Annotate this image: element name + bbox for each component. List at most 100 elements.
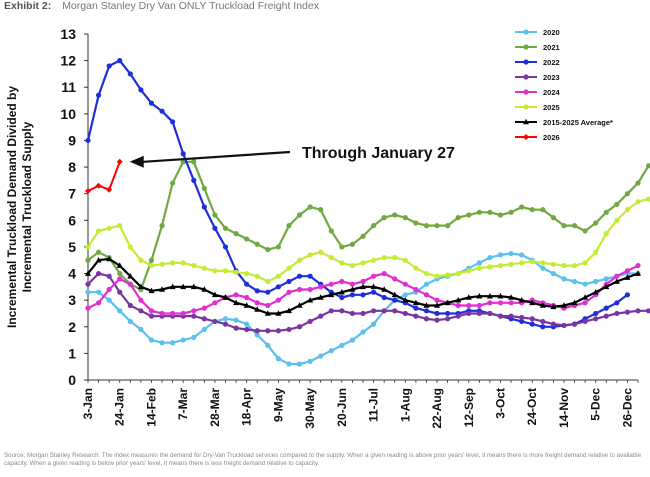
series-point: [148, 262, 155, 269]
series-point: [423, 316, 430, 322]
series-point: [275, 310, 282, 316]
series-point: [296, 212, 303, 218]
series-point: [233, 317, 239, 323]
series-point: [508, 209, 514, 215]
x-tick-label: 24-Jan: [113, 388, 127, 426]
series-point: [95, 92, 102, 98]
exhibit-label: Exhibit 2:: [4, 0, 52, 12]
source-footnote: Source: Morgan Stanley Research. The ind…: [4, 452, 642, 467]
series-point: [466, 302, 472, 309]
series-point: [137, 283, 144, 290]
y-tick-label: 12: [60, 53, 76, 69]
series-point: [106, 286, 112, 293]
series-point: [116, 158, 123, 165]
series-point: [254, 328, 260, 334]
series-point: [423, 223, 430, 229]
series-point: [286, 361, 292, 367]
series-point: [360, 233, 366, 239]
series-point: [286, 265, 292, 271]
series-point: [317, 294, 324, 300]
series-point: [561, 276, 567, 282]
series-point: [497, 300, 504, 306]
legend-item: 2023: [515, 73, 560, 82]
series-point: [519, 260, 525, 266]
series-point: [518, 296, 525, 303]
series-point: [423, 308, 430, 314]
series-point: [624, 292, 631, 298]
series-point: [169, 283, 176, 290]
series-point: [603, 209, 609, 215]
series-point: [212, 268, 218, 274]
series-point: [127, 281, 133, 287]
series-point: [571, 299, 578, 306]
series-point: [434, 317, 440, 323]
series-point: [434, 273, 440, 279]
series-point: [497, 292, 504, 299]
series-point: [212, 300, 218, 306]
series-point: [445, 310, 451, 317]
legend-label: 2022: [543, 58, 560, 67]
series-point: [127, 71, 133, 77]
series-point: [614, 300, 620, 306]
series-point: [582, 260, 588, 266]
series-point: [614, 310, 620, 317]
y-axis-title-line1: Incremental Truckload Demand Divided by: [5, 86, 19, 328]
series-point: [275, 273, 281, 279]
series-point: [571, 278, 578, 285]
series-point: [296, 324, 303, 330]
series-point: [445, 223, 451, 229]
series-point: [318, 313, 324, 319]
series-point: [244, 270, 250, 277]
series-point: [85, 289, 91, 295]
x-tick-label: 9-May: [271, 388, 285, 422]
series-point: [360, 283, 366, 290]
x-tick-label: 3-Jan: [81, 388, 95, 419]
series-point: [201, 305, 207, 311]
series-point: [381, 286, 388, 292]
series-point: [613, 278, 620, 284]
series-point: [487, 254, 493, 261]
legend-swatch-marker: [523, 134, 529, 140]
series-point: [455, 302, 461, 309]
series-point: [244, 294, 250, 301]
series-point: [635, 180, 641, 186]
y-tick-label: 11: [61, 79, 76, 95]
series-point: [191, 313, 197, 319]
series-point: [381, 308, 387, 314]
series-point: [624, 309, 631, 315]
series-point: [328, 254, 334, 261]
series-point: [170, 119, 176, 125]
series-point: [392, 254, 398, 261]
x-tick-label: 12-Sep: [462, 388, 476, 427]
series-point: [138, 308, 144, 314]
series-point: [339, 260, 345, 266]
legend-swatch-marker: [523, 118, 529, 125]
series-point: [254, 273, 260, 279]
series-point: [635, 199, 641, 205]
series-point: [85, 137, 91, 144]
series-point: [445, 272, 451, 278]
series-point: [117, 58, 123, 64]
series-point: [85, 188, 91, 195]
y-tick-label: 5: [68, 239, 76, 255]
series-point: [286, 289, 292, 295]
legend-swatch-marker: [523, 59, 529, 65]
series-point: [487, 300, 493, 306]
series-point: [391, 291, 398, 298]
x-tick-label: 18-Apr: [240, 388, 254, 426]
annotation-arrow-shaft: [139, 150, 291, 164]
series-2024: [85, 262, 641, 317]
series-point: [593, 220, 599, 226]
series-point: [486, 292, 493, 299]
legend-swatch-marker: [523, 44, 529, 50]
series-point: [412, 299, 419, 306]
series-point: [497, 313, 504, 319]
series-point: [434, 223, 440, 229]
legend-swatch-marker: [523, 89, 529, 95]
x-tick-label: 26-Dec: [620, 388, 634, 428]
series-point: [328, 228, 334, 234]
series-point: [413, 286, 419, 293]
series-point: [539, 302, 546, 308]
series-point: [370, 308, 377, 314]
series-point: [603, 313, 609, 319]
